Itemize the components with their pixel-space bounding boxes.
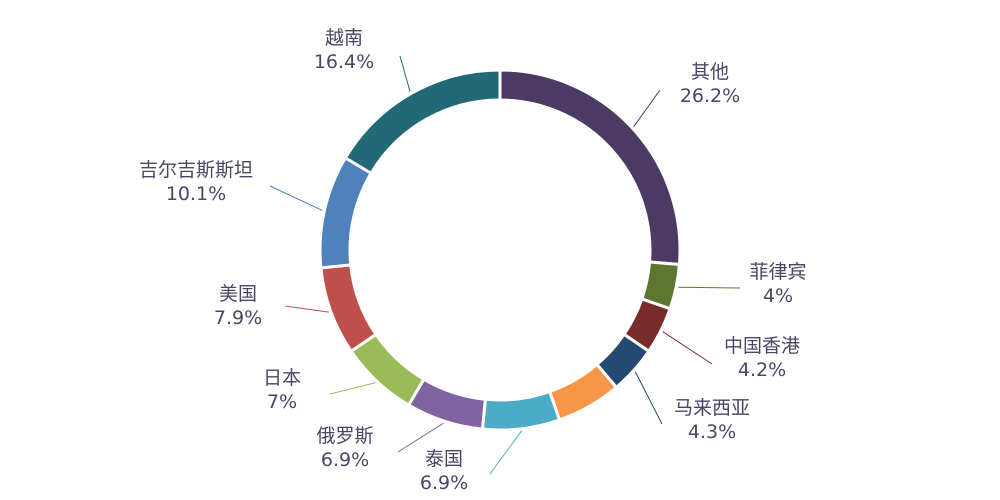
slice-label-percent-0: 26.2% bbox=[680, 85, 740, 107]
slice-label-percent-7: 7.9% bbox=[214, 307, 262, 329]
slice-label-name-6: 日本 bbox=[263, 367, 301, 389]
leader-line-4 bbox=[489, 430, 523, 475]
leader-line-3 bbox=[634, 371, 663, 425]
slice-label-name-5: 俄罗斯 bbox=[316, 425, 373, 447]
slice-label-name-4: 泰国 bbox=[425, 448, 463, 470]
donut-slice-cat-9 bbox=[343, 68, 502, 176]
slice-label-percent-9: 16.4% bbox=[314, 51, 374, 73]
slice-label-percent-5: 6.9% bbox=[321, 449, 369, 471]
leader-line-2 bbox=[662, 331, 713, 365]
slice-label-percent-6: 7% bbox=[267, 391, 297, 413]
slice-label-name-1: 菲律宾 bbox=[749, 261, 806, 283]
slice-label-percent-1: 4% bbox=[763, 285, 793, 307]
leader-line-8 bbox=[269, 185, 323, 211]
slice-label-percent-8: 10.1% bbox=[166, 183, 226, 205]
leader-line-7 bbox=[284, 305, 329, 313]
donut-slice-cat-7 bbox=[319, 263, 379, 354]
slice-label-name-3: 马来西亚 bbox=[674, 397, 750, 419]
slice-label-name-8: 吉尔吉斯斯坦 bbox=[139, 159, 253, 181]
leader-line-0 bbox=[633, 89, 661, 127]
slice-label-percent-4: 6.9% bbox=[420, 472, 468, 494]
slice-label-percent-3: 4.3% bbox=[688, 421, 736, 443]
leader-line-1 bbox=[678, 286, 741, 289]
donut-slice-cat-4 bbox=[480, 389, 562, 432]
slice-label-percent-2: 4.2% bbox=[738, 359, 786, 381]
donut-slice-cat-8 bbox=[318, 155, 374, 270]
slice-label-name-7: 美国 bbox=[219, 283, 257, 305]
leader-line-6 bbox=[329, 382, 376, 395]
slice-label-name-2: 中国香港 bbox=[724, 335, 800, 357]
leader-line-5 bbox=[397, 422, 444, 453]
slice-label-name-0: 其他 bbox=[691, 61, 729, 83]
leader-line-9 bbox=[399, 55, 411, 92]
slice-label-name-9: 越南 bbox=[325, 27, 363, 49]
